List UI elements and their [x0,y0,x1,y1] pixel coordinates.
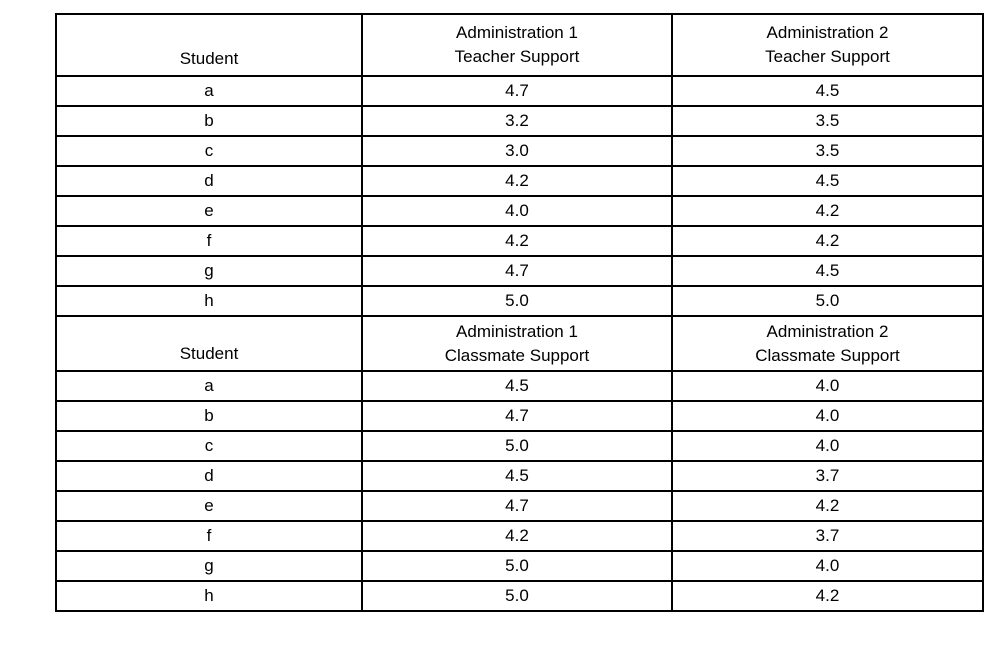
admin1-score-cell: 5.0 [361,430,673,462]
admin1-score-cell: 3.2 [361,105,673,137]
admin1-score-cell: 4.0 [361,195,673,227]
admin1-score-cell: 4.7 [361,400,673,432]
header-line: Classmate Support [444,345,590,365]
table-row: b 3.2 3.5 [55,105,984,137]
admin1-score-cell: 4.7 [361,75,673,107]
student-cell: c [55,430,363,462]
header-line: Administration 2 [766,321,889,341]
table-row: h 5.0 4.2 [55,580,984,612]
admin2-score-cell: 4.2 [671,580,984,612]
teacher-support-header-row: Student Administration 1 Teacher Support… [55,13,984,77]
admin1-score-cell: 4.2 [361,165,673,197]
header-line: Classmate Support [755,345,900,365]
admin2-score-cell: 4.5 [671,165,984,197]
admin2-score-cell: 3.7 [671,520,984,552]
student-cell: c [55,135,363,167]
admin2-teacher-support-column-header: Administration 2 Teacher Support [671,13,984,77]
student-cell: b [55,400,363,432]
header-line: Teacher Support [454,47,580,66]
admin1-score-cell: 4.2 [361,225,673,257]
admin2-score-cell: 4.2 [671,225,984,257]
header-line: Administration 1 [456,23,578,42]
student-cell: e [55,195,363,227]
student-cell: g [55,550,363,582]
admin1-score-cell: 4.7 [361,255,673,287]
table-row: a 4.5 4.0 [55,370,984,402]
table-row: a 4.7 4.5 [55,75,984,107]
student-cell: d [55,460,363,492]
student-cell: a [55,75,363,107]
admin1-score-cell: 4.5 [361,370,673,402]
admin2-score-cell: 3.7 [671,460,984,492]
admin1-classmate-support-column-header: Administration 1 Classmate Support [361,315,673,372]
admin2-score-cell: 4.0 [671,370,984,402]
admin2-score-cell: 4.0 [671,430,984,462]
table-row: h 5.0 5.0 [55,285,984,317]
header-line: Teacher Support [765,47,890,66]
table-row: d 4.2 4.5 [55,165,984,197]
admin1-score-cell: 5.0 [361,550,673,582]
student-cell: f [55,520,363,552]
classmate-support-header-row: Student Administration 1 Classmate Suppo… [55,315,984,372]
student-cell: g [55,255,363,287]
admin2-score-cell: 4.0 [671,550,984,582]
student-cell: e [55,490,363,522]
admin2-score-cell: 4.5 [671,75,984,107]
admin1-score-cell: 4.2 [361,520,673,552]
student-cell: h [55,580,363,612]
header-line: Administration 1 [456,321,578,341]
student-cell: h [55,285,363,317]
support-ratings-table: Student Administration 1 Teacher Support… [55,13,984,612]
table-row: g 5.0 4.0 [55,550,984,582]
admin1-score-cell: 3.0 [361,135,673,167]
table-row: f 4.2 4.2 [55,225,984,257]
table-row: c 5.0 4.0 [55,430,984,462]
header-line: Administration 2 [766,23,889,42]
table-row: c 3.0 3.5 [55,135,984,167]
admin2-score-cell: 4.2 [671,490,984,522]
table-row: d 4.5 3.7 [55,460,984,492]
admin2-score-cell: 3.5 [671,105,984,137]
student-cell: b [55,105,363,137]
student-cell: f [55,225,363,257]
student-column-header: Student [55,13,363,77]
table-row: f 4.2 3.7 [55,520,984,552]
admin2-score-cell: 5.0 [671,285,984,317]
admin1-score-cell: 5.0 [361,580,673,612]
admin2-score-cell: 4.5 [671,255,984,287]
admin1-score-cell: 5.0 [361,285,673,317]
admin1-score-cell: 4.5 [361,460,673,492]
table-row: e 4.7 4.2 [55,490,984,522]
student-cell: a [55,370,363,402]
student-cell: d [55,165,363,197]
admin2-classmate-support-column-header: Administration 2 Classmate Support [671,315,984,372]
admin1-score-cell: 4.7 [361,490,673,522]
table-row: e 4.0 4.2 [55,195,984,227]
admin2-score-cell: 4.2 [671,195,984,227]
student-column-header: Student [55,315,363,372]
table-row: b 4.7 4.0 [55,400,984,432]
admin1-teacher-support-column-header: Administration 1 Teacher Support [361,13,673,77]
table-row: g 4.7 4.5 [55,255,984,287]
admin2-score-cell: 3.5 [671,135,984,167]
admin2-score-cell: 4.0 [671,400,984,432]
